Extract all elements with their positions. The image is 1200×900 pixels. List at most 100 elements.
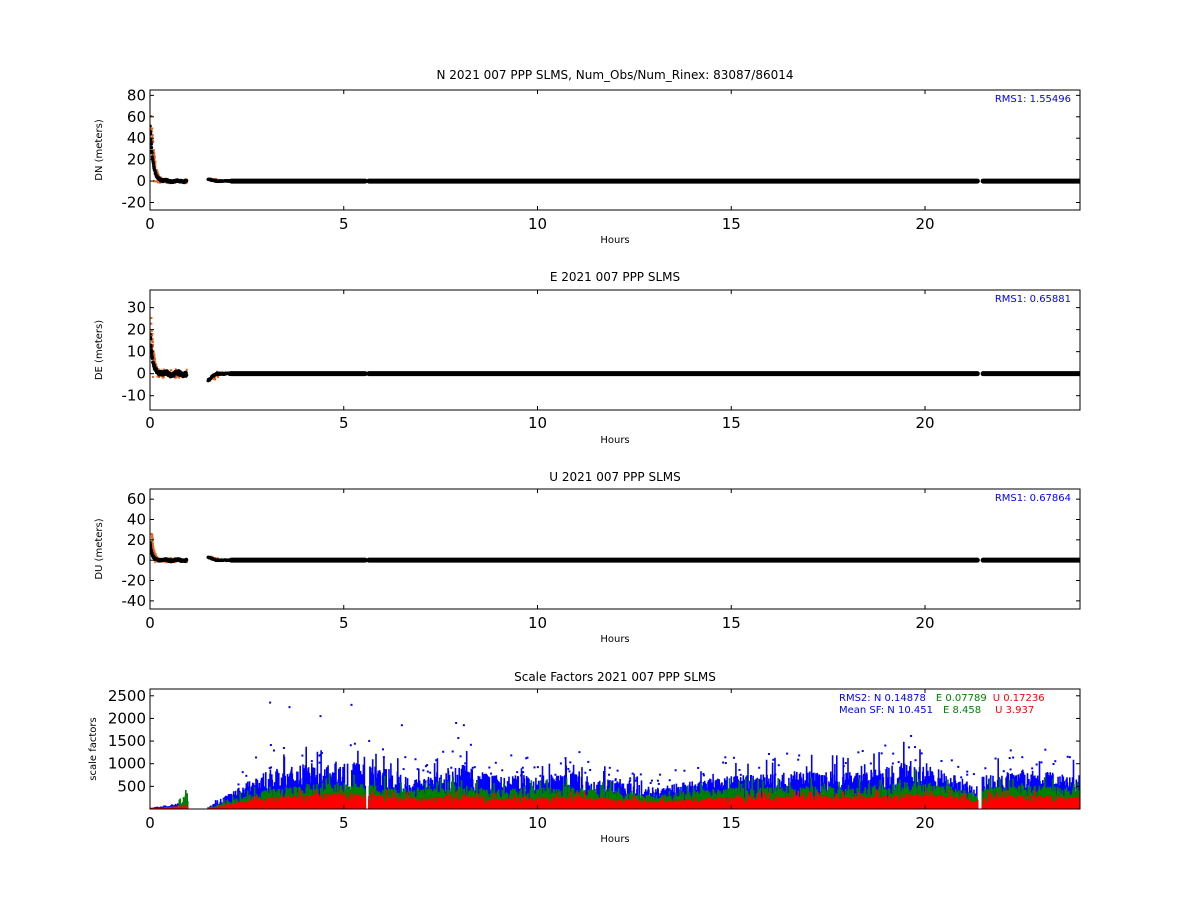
outlier-point — [608, 773, 611, 776]
outlier-point — [966, 770, 969, 773]
mean-sf-stats: Mean SF: N 10.451 E 8.458 U 3.937 — [839, 705, 1034, 716]
outlier-point — [1035, 763, 1038, 766]
outlier-point — [732, 756, 735, 759]
outlier-point — [758, 766, 761, 769]
subplot-scale: 0 5 10 15 20 500 1000 1500 2000 2500 Scale Factors… — [88, 670, 1081, 845]
outlier-point — [164, 561, 167, 564]
outlier-point — [668, 779, 671, 782]
outlier-point — [844, 762, 847, 765]
plot-area — [150, 532, 1080, 564]
y-tick-label: 500 — [117, 777, 146, 795]
outlier-point — [151, 332, 154, 335]
x-tick-label: 0 — [145, 814, 155, 832]
outlier-point — [400, 724, 403, 727]
outlier-point — [536, 766, 539, 769]
outlier-point — [162, 368, 165, 371]
outlier-point — [159, 181, 162, 184]
outlier-point — [382, 756, 385, 759]
outlier-point — [424, 765, 427, 768]
outlier-point — [155, 555, 158, 558]
outlier-point — [842, 765, 845, 768]
outlier-point — [272, 749, 275, 752]
outlier-point — [151, 343, 154, 346]
y-tick-label: 20 — [127, 321, 146, 339]
x-tick-label: 15 — [722, 814, 741, 832]
outlier-point — [892, 752, 895, 755]
outlier-point — [319, 715, 322, 718]
outlier-point — [442, 750, 445, 753]
outlier-point — [151, 337, 154, 340]
y-axis-label: DN (meters) — [94, 119, 105, 181]
outlier-point — [469, 743, 472, 746]
outlier-point — [571, 772, 574, 775]
x-axis-label: Hours — [600, 834, 629, 845]
outlier-point — [501, 769, 504, 772]
outlier-point — [174, 376, 177, 379]
outlier-point — [522, 771, 525, 774]
outlier-point — [914, 759, 917, 762]
outlier-point — [554, 773, 557, 776]
outlier-point — [1052, 762, 1055, 765]
outlier-point — [151, 346, 154, 349]
outlier-point — [490, 772, 493, 775]
residual-point — [150, 544, 153, 548]
x-tick-label: 5 — [339, 814, 349, 832]
y-tick-label: 1500 — [108, 732, 146, 750]
x-tick-label: 20 — [915, 215, 934, 233]
x-tick-label: 20 — [915, 414, 934, 432]
outlier-point — [402, 768, 405, 771]
outlier-point — [629, 779, 632, 782]
axes-frame — [149, 488, 1081, 610]
outlier-point — [950, 759, 953, 762]
outlier-point — [494, 761, 497, 764]
outlier-point — [772, 758, 775, 761]
y-tick-label: 60 — [127, 490, 146, 508]
outlier-point — [907, 746, 910, 749]
residual-point — [185, 558, 189, 562]
outlier-point — [245, 774, 248, 777]
outlier-point — [152, 153, 155, 156]
x-tick-label: 0 — [145, 215, 155, 233]
outlier-point — [151, 543, 154, 546]
y-tick-label: 80 — [127, 86, 146, 104]
outlier-point — [175, 375, 178, 378]
x-tick-label: 20 — [915, 614, 934, 632]
outlier-point — [910, 734, 913, 737]
mean-sf-u: U 3.937 — [995, 705, 1034, 716]
outlier-point — [154, 553, 157, 556]
outlier-point — [288, 706, 291, 709]
outlier-point — [318, 761, 321, 764]
outlier-point — [702, 772, 705, 775]
outlier-point — [584, 771, 587, 774]
outlier-point — [151, 536, 154, 539]
outlier-point — [767, 752, 770, 755]
outlier-point — [349, 744, 352, 747]
y-tick-label: 40 — [127, 129, 146, 147]
outlier-point — [1009, 768, 1012, 771]
outlier-point — [920, 752, 923, 755]
outlier-point — [153, 359, 156, 362]
x-tick-label: 5 — [339, 614, 349, 632]
y-axis-label: DE (meters) — [94, 320, 105, 380]
outlier-point — [153, 180, 156, 183]
outlier-point — [157, 174, 160, 177]
mean-sf-n: Mean SF: N 10.451 — [839, 705, 933, 716]
outlier-point — [957, 765, 960, 768]
outlier-point — [525, 757, 528, 760]
outlier-point — [702, 774, 705, 777]
outlier-point — [153, 356, 156, 359]
outlier-point — [471, 766, 474, 769]
outlier-point — [510, 754, 513, 757]
subplot-title: N 2021 007 PPP SLMS, Num_Obs/Num_Rinex: … — [437, 68, 794, 82]
residual-point — [151, 162, 156, 166]
x-tick-label: 10 — [528, 814, 547, 832]
outlier-point — [153, 354, 156, 357]
residual-point — [150, 356, 155, 360]
outlier-point — [450, 766, 453, 769]
outlier-point — [1031, 767, 1034, 770]
outlier-point — [722, 761, 725, 764]
outlier-point — [153, 358, 156, 361]
outlier-point — [214, 377, 216, 380]
outlier-point — [151, 340, 154, 343]
outlier-point — [153, 156, 156, 159]
